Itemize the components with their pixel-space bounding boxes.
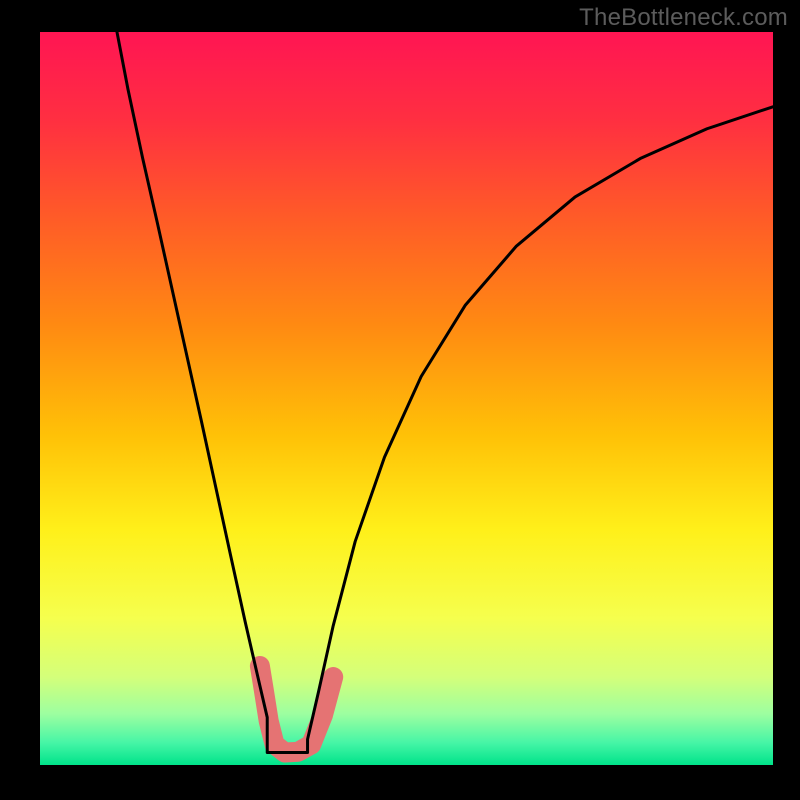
plot-background: [40, 32, 773, 765]
chart-frame: TheBottleneck.com: [0, 0, 800, 800]
bottleneck-curve-plot: [40, 32, 773, 765]
watermark-text: TheBottleneck.com: [579, 4, 788, 32]
